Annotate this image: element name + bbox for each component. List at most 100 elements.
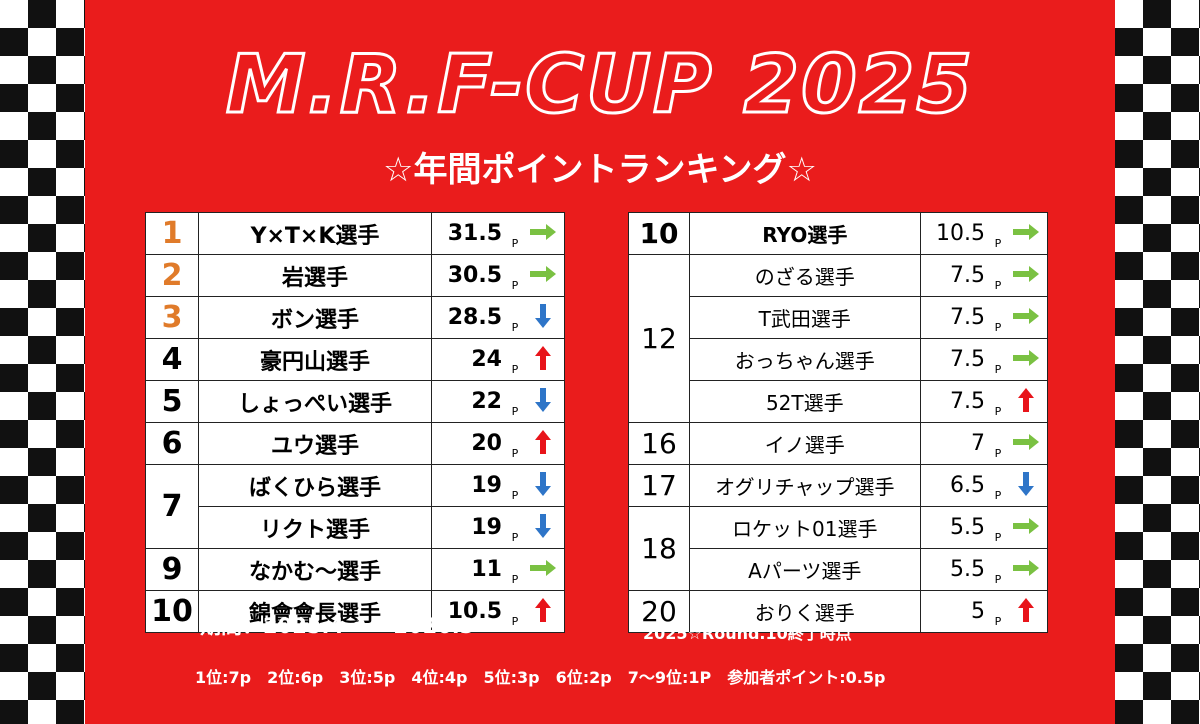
points-unit: P	[508, 254, 522, 297]
rank-cell: 18	[628, 506, 690, 591]
arrow-icon	[1013, 559, 1039, 576]
player-name: 岩選手	[198, 254, 432, 297]
player-name: のざる選手	[689, 254, 921, 297]
points: 7	[919, 422, 991, 465]
trend-arrow	[1005, 464, 1048, 507]
trend-arrow	[1005, 212, 1048, 255]
points-unit: P	[991, 296, 1005, 339]
trend-arrow	[522, 590, 565, 633]
points: 7.5	[919, 296, 991, 339]
trend-arrow	[522, 422, 565, 465]
points: 19	[431, 464, 508, 507]
ranking-row: 7 ばくひら選手 19 P	[145, 464, 565, 549]
ranking-row: リクト選手 19 P	[146, 506, 565, 549]
points: 24	[431, 338, 508, 381]
arrow-icon	[1018, 471, 1034, 496]
ranking-row: 9 なかむ～選手 11 P	[145, 548, 565, 591]
ranking-table-right: 10 RYO選手 10.5 P 12 のざる選手 7.5 P T武田選手 7.5 P おっちゃん選手 7…	[628, 212, 1048, 633]
trend-arrow	[1005, 548, 1048, 591]
player-name: リクト選手	[198, 506, 432, 549]
rank-cell: 10	[628, 212, 690, 255]
arrow-icon	[530, 223, 556, 240]
points: 10.5	[431, 590, 508, 633]
player-name: オグリチャップ選手	[689, 464, 921, 507]
arrow-icon	[535, 387, 551, 412]
ranking-row: 10 錦會會長選手 10.5 P	[145, 590, 565, 633]
ranking-row: 12 のざる選手 7.5 P	[628, 254, 1048, 423]
subtitle: ☆年間ポイントランキング☆	[383, 150, 817, 190]
arrow-icon	[530, 265, 556, 282]
player-name: 錦會會長選手	[198, 590, 432, 633]
ranking-row: 1 Y×T×K選手 31.5 P	[145, 212, 565, 255]
arrow-icon	[1018, 597, 1034, 622]
arrow-icon	[1013, 433, 1039, 450]
rank-cell: 7	[145, 464, 199, 549]
points: 10.5	[919, 212, 991, 255]
ranking-row: 2 岩選手 30.5 P	[145, 254, 565, 297]
trend-arrow	[522, 464, 565, 507]
ranking-row: おっちゃん選手 7.5 P	[629, 338, 1048, 381]
player-name: ボン選手	[198, 296, 432, 339]
player-name: 52T選手	[689, 380, 921, 423]
rank-cell: 5	[145, 380, 199, 423]
points-unit: P	[508, 296, 522, 339]
ranking-row: 6 ユウ選手 20 P	[145, 422, 565, 465]
arrow-icon	[535, 303, 551, 328]
title: M.R.F-CUP 2025	[224, 37, 975, 133]
trend-arrow	[522, 380, 565, 423]
player-name: イノ選手	[689, 422, 921, 465]
points-unit: P	[991, 590, 1005, 633]
points-unit: P	[508, 506, 522, 549]
ranking-row: 20 おりく選手 5 P	[628, 590, 1048, 633]
trend-arrow	[1005, 422, 1048, 465]
points: 5.5	[919, 548, 991, 591]
rank-cell: 4	[145, 338, 199, 381]
player-name: なかむ～選手	[198, 548, 432, 591]
player-name: おりく選手	[689, 590, 921, 633]
arrow-icon	[1018, 387, 1034, 412]
period: 期間：2025.4 ～ 2026.3	[200, 614, 475, 638]
ranking-row: T武田選手 7.5 P	[629, 296, 1048, 339]
player-name: おっちゃん選手	[689, 338, 921, 381]
player-name: ロケット01選手	[689, 506, 921, 549]
rank-cell: 6	[145, 422, 199, 465]
as-of: 2025☆Round.10終了時点	[643, 624, 852, 643]
ranking-row: 17 オグリチャップ選手 6.5 P	[628, 464, 1048, 507]
points-unit: P	[508, 464, 522, 507]
rank-cell: 1	[145, 212, 199, 255]
arrow-icon	[1013, 223, 1039, 240]
arrow-icon	[530, 559, 556, 576]
points-unit: P	[991, 464, 1005, 507]
arrow-icon	[535, 597, 551, 622]
player-name: ばくひら選手	[198, 464, 432, 507]
points: 30.5	[431, 254, 508, 297]
points: 7.5	[919, 338, 991, 381]
arrow-icon	[1013, 307, 1039, 324]
points-unit: P	[508, 548, 522, 591]
points: 22	[431, 380, 508, 423]
rank-cell: 16	[628, 422, 690, 465]
trend-arrow	[522, 254, 565, 297]
points: 28.5	[431, 296, 508, 339]
points-unit: P	[508, 590, 522, 633]
trend-arrow	[1005, 380, 1048, 423]
points: 7.5	[919, 380, 991, 423]
points-unit: P	[991, 380, 1005, 423]
ranking-row: 52T選手 7.5 P	[629, 380, 1048, 423]
trend-arrow	[522, 548, 565, 591]
points-unit: P	[508, 212, 522, 255]
player-name: しょっぺい選手	[198, 380, 432, 423]
arrow-icon	[535, 471, 551, 496]
points-rule: 1位:7p 2位:6p 3位:5p 4位:4p 5位:3p 6位:2p 7～9位…	[195, 668, 886, 687]
rank-cell: 3	[145, 296, 199, 339]
points: 5	[919, 590, 991, 633]
trend-arrow	[1005, 296, 1048, 339]
player-name: ユウ選手	[198, 422, 432, 465]
trend-arrow	[1005, 254, 1048, 297]
rank-cell: 20	[628, 590, 690, 633]
points-unit: P	[508, 380, 522, 423]
arrow-icon	[1013, 265, 1039, 282]
ranking-row: 4 豪円山選手 24 P	[145, 338, 565, 381]
trend-arrow	[1005, 590, 1048, 633]
points: 31.5	[431, 212, 508, 255]
